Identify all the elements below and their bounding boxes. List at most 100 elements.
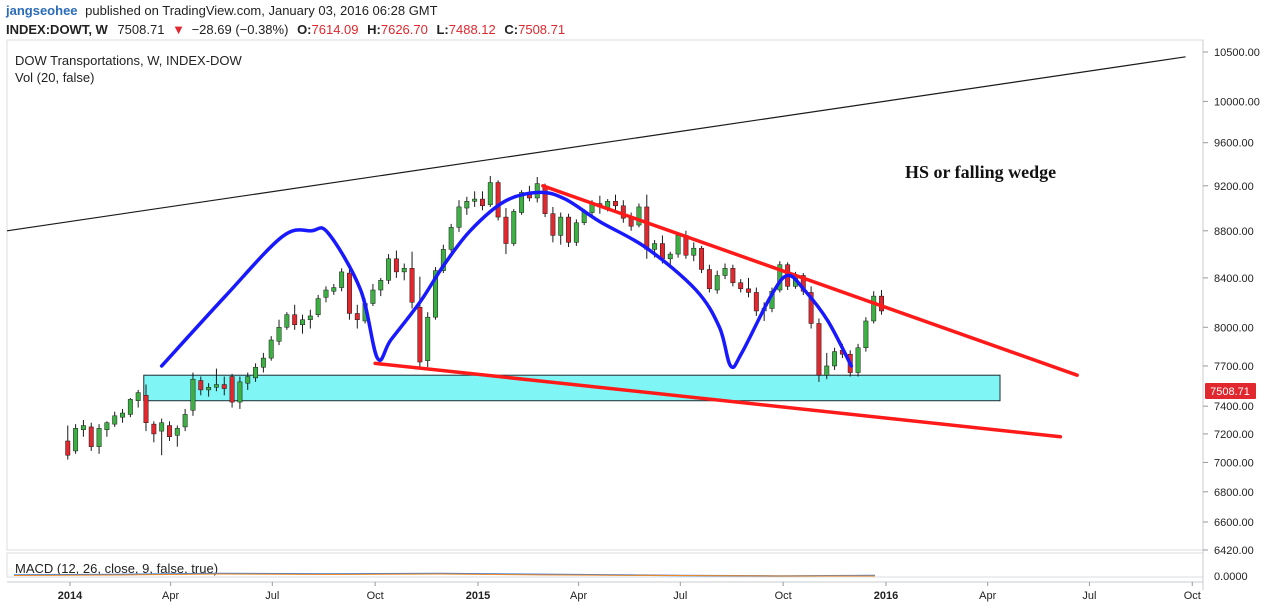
candle-up [519, 192, 525, 213]
candle-down [347, 272, 352, 314]
time-tick-label: Oct [775, 590, 792, 602]
price-tick-label: 6800.00 [1214, 487, 1254, 499]
candle-up [667, 253, 673, 260]
candle-up [378, 280, 384, 291]
candle-up [863, 320, 869, 348]
candle-up [237, 381, 243, 403]
candle-down [393, 258, 399, 273]
price-tick-label: 8800.00 [1214, 226, 1254, 238]
open-value: 7614.09 [312, 22, 359, 37]
macd-signal-line [13, 573, 875, 577]
macd-scale-label: 0.0000 [1214, 571, 1248, 583]
time-axis[interactable]: 2014 Apr Jul Oct 2015 Apr Jul Oct 2016 Apr Jul Oct [58, 582, 1201, 602]
price-pane[interactable] [6, 39, 1204, 551]
candle-down [808, 292, 814, 324]
wedge-lower-line[interactable] [373, 361, 1063, 439]
high-value: 7626.70 [381, 22, 428, 37]
candle-up [401, 268, 407, 273]
candle-down [229, 376, 235, 403]
candle-up [96, 428, 102, 447]
publisher-line: jangseohee published on TradingView.com,… [5, 3, 438, 18]
candle-down [409, 268, 415, 303]
candle-up [464, 201, 470, 209]
legend-vol[interactable]: Vol (20, false) [15, 70, 95, 85]
candle-up [487, 182, 493, 205]
time-tick-label: 2015 [466, 590, 490, 602]
candle-down [354, 313, 360, 320]
high-label: H: [367, 22, 381, 37]
candle-down [738, 282, 744, 290]
price-tick-label: 8000.00 [1214, 322, 1254, 334]
macd-label[interactable]: MACD (12, 26, close, 9, false, true) [15, 561, 218, 576]
candle-down [503, 216, 509, 244]
candle-up [315, 298, 321, 315]
pattern-annotation[interactable]: HS or falling wedge [905, 162, 1056, 182]
ohlc-line: INDEX:DOWT, W 7508.71 ▼ −28.69 (−0.38%) … [6, 22, 565, 37]
candle-up [135, 392, 141, 401]
candle-up [300, 319, 305, 325]
candle-up [714, 275, 720, 291]
time-tick-label: Apr [162, 590, 179, 602]
candle-up [636, 206, 642, 226]
candle-up [159, 422, 165, 432]
time-tick-label: Oct [1184, 590, 1201, 602]
candle-up [558, 216, 564, 236]
hs-curve[interactable] [159, 190, 854, 370]
support-zone[interactable] [143, 374, 1001, 402]
time-tick-label: Apr [570, 590, 587, 602]
price-axis[interactable]: 10500.00 10000.00 9600.00 9200.00 8800.00 840… [1203, 47, 1260, 557]
change-arrow: ▼ [172, 22, 185, 37]
price-tick-label: 6600.00 [1214, 517, 1254, 529]
candle-up [190, 378, 196, 411]
symbol-label: INDEX:DOWT, W [6, 22, 109, 37]
candle-up [871, 295, 877, 322]
candle-up [722, 268, 728, 276]
candle-up [855, 347, 861, 373]
candle-down [644, 206, 650, 250]
candle-down [65, 440, 71, 456]
candle-up [386, 258, 392, 281]
candle-up [284, 314, 290, 328]
candle-up [573, 222, 579, 243]
candle-down [550, 213, 556, 236]
candle-up [331, 287, 337, 292]
author-name[interactable]: jangseohee [5, 3, 78, 18]
candle-up [675, 235, 681, 255]
last-price: 7508.71 [117, 22, 164, 37]
price-tick-label: 10000.00 [1214, 96, 1260, 108]
long-trend-line[interactable] [6, 56, 1186, 232]
price-tick-label: 8400.00 [1214, 273, 1254, 285]
time-tick-label: Oct [367, 590, 384, 602]
candle-down [753, 292, 759, 312]
candle-up [213, 384, 219, 388]
candle-up [307, 315, 313, 320]
candle-down [495, 182, 501, 218]
candle-up [104, 422, 110, 430]
time-tick-label: 2014 [58, 590, 83, 602]
candle-down [221, 384, 227, 389]
price-tag-label: 7508.71 [1210, 386, 1250, 398]
price-tick-label: 10500.00 [1214, 47, 1260, 59]
price-tick-label: 7200.00 [1214, 429, 1254, 441]
close-value: 7508.71 [518, 22, 565, 37]
drawings-layer [6, 56, 1186, 439]
candle-down [566, 216, 571, 243]
wedge-upper-line[interactable] [541, 184, 1079, 377]
price-tick-label: 9600.00 [1214, 138, 1254, 150]
time-tick-label: Jul [1082, 590, 1096, 602]
candle-up [339, 271, 345, 288]
candle-up [425, 316, 431, 361]
candle-down [417, 306, 423, 363]
candle-up [511, 211, 517, 244]
candle-up [268, 339, 274, 359]
candle-down [292, 314, 298, 325]
candle-down [198, 380, 204, 391]
candle-down [88, 426, 94, 447]
close-label: C: [504, 22, 518, 37]
candle-up [80, 425, 86, 430]
candle-up [472, 198, 478, 202]
price-tick-label: 7000.00 [1214, 457, 1254, 469]
price-tick-label: 9200.00 [1214, 181, 1254, 193]
legend-title[interactable]: DOW Transportations, W, INDEX-DOW [15, 53, 243, 68]
